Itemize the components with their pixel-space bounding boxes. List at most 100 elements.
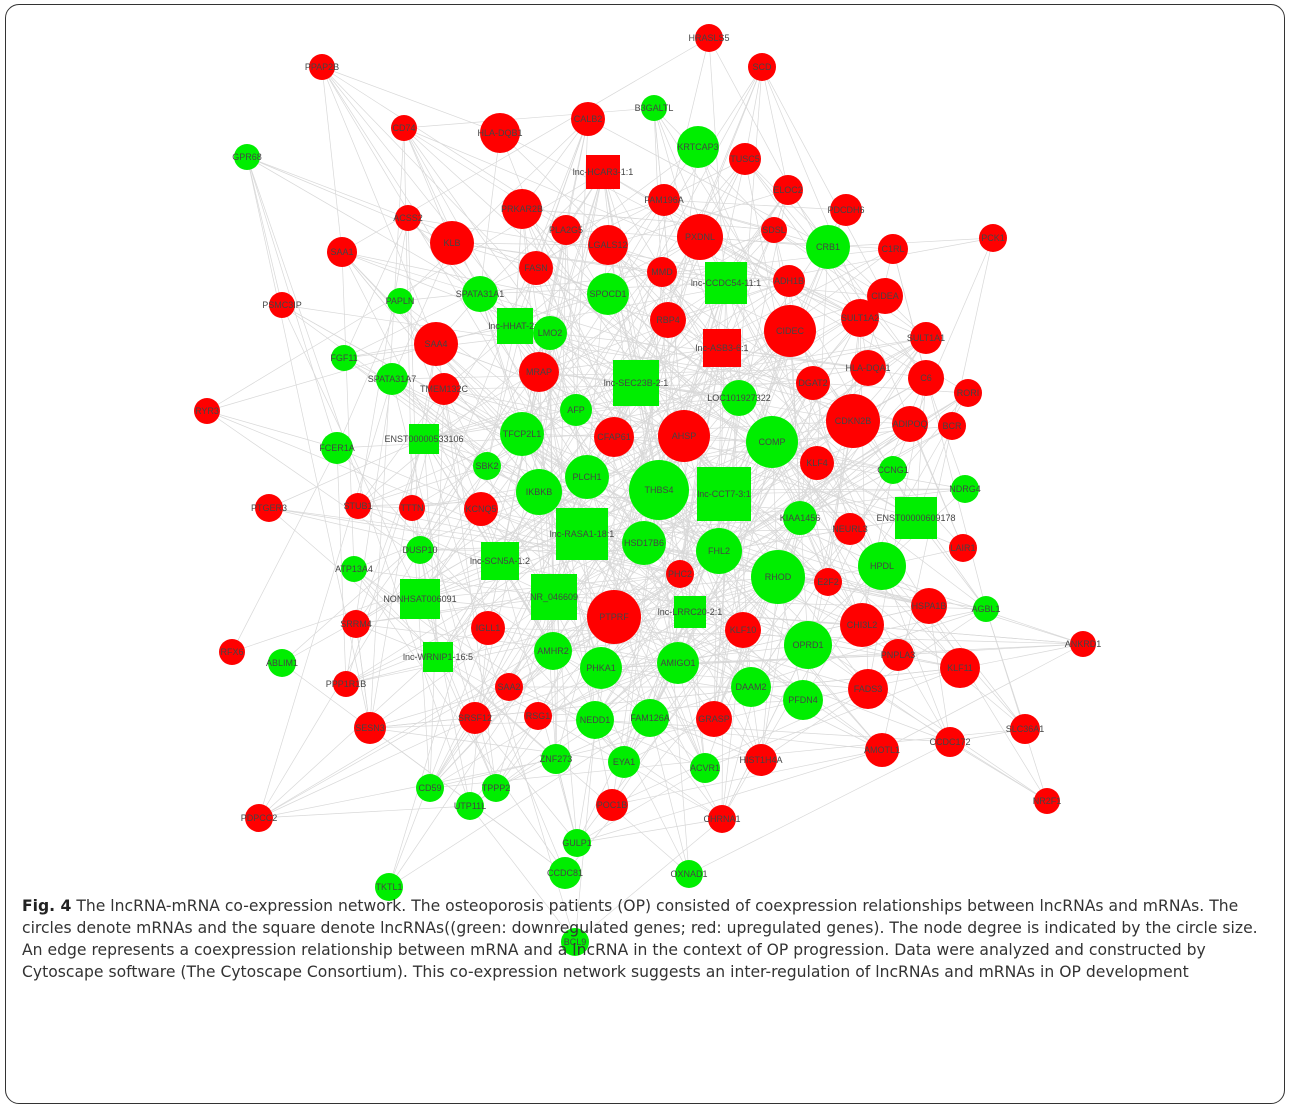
mrna-circle (462, 276, 498, 312)
node-spata31a1: SPATA31A1 (456, 276, 504, 312)
node-label: GRASP (698, 714, 730, 724)
node-label: ABLIM1 (266, 658, 298, 668)
edge (827, 237, 994, 248)
lncrna-square (697, 467, 751, 521)
mrna-circle (608, 746, 640, 778)
node-tppp2: TPPP2 (482, 774, 511, 802)
node-label: SAA2 (497, 682, 520, 692)
node-hla-dqa1: HLA-DQA1 (845, 350, 891, 386)
node-label: lnc-SEC23B-2:1 (604, 378, 669, 388)
node-enst00000533106: ENST00000533106 (384, 424, 464, 454)
node-label: KLF4 (806, 458, 828, 468)
node-label: PXDNL (685, 232, 715, 242)
node-srsf12: SRSF12 (458, 702, 492, 734)
edge (744, 158, 861, 319)
edge (435, 343, 685, 437)
node-label: PAPLN (386, 296, 415, 306)
edge (451, 242, 727, 284)
node-label: PTPRF (599, 612, 629, 622)
node-lnc-scn5a-1-2: lnc-SCN5A-1:2 (470, 542, 530, 580)
node-grasp: GRASP (696, 701, 732, 737)
node-stub1: STUB1 (343, 493, 373, 519)
node-thbs4: THBS4 (629, 460, 689, 520)
mrna-circle (580, 647, 622, 689)
edge (369, 727, 625, 763)
mrna-circle (708, 805, 736, 833)
node-pxdnl: PXDNL (677, 214, 723, 260)
node-mrap: MRAP (519, 352, 559, 392)
mrna-circle (268, 649, 296, 677)
node-ikbkb: IKBKB (516, 469, 562, 515)
node-rbp4: RBP4 (650, 302, 686, 338)
node-label: AGBL1 (971, 604, 1000, 614)
node-label: MRAP (526, 367, 552, 377)
edge (538, 371, 583, 535)
node-label: FAM196A (644, 195, 684, 205)
node-label: CCDC172 (929, 737, 970, 747)
mrna-circle (951, 475, 979, 503)
mrna-circle (587, 590, 641, 644)
node-label: ACSS2 (393, 213, 423, 223)
node-label: RSG1 (526, 711, 551, 721)
node-spata31a7: SPATA31A7 (368, 363, 416, 395)
mrna-circle (745, 744, 777, 776)
node-label: TPPP2 (482, 783, 511, 793)
edge (574, 818, 723, 943)
mrna-circle (395, 205, 421, 231)
node-label: ADIPOQ (892, 419, 927, 429)
node-daam2: DAAM2 (731, 667, 771, 707)
node-label: RHOD (765, 572, 792, 582)
edge (537, 662, 679, 717)
node-ablim1: ABLIM1 (266, 649, 298, 677)
figure-caption: Fig. 4 The lncRNA-mRNA co-expression net… (22, 895, 1272, 983)
mrna-circle (500, 412, 544, 456)
mrna-circle (387, 288, 413, 314)
node-hla-dqb1: HLA-DQB1 (477, 113, 523, 153)
node-label: lnc-LRRC20-2:1 (658, 607, 723, 617)
mrna-circle (834, 513, 866, 545)
node-nedd1: NEDD1 (576, 701, 614, 739)
mrna-circle (773, 175, 803, 205)
edge (721, 644, 809, 820)
node-ndrg4: NDRG4 (949, 475, 981, 503)
node-comp: COMP (746, 416, 798, 468)
lncrna-square (497, 308, 533, 344)
node-agbl1: AGBL1 (971, 596, 1001, 622)
node-fcer1a: FCER1A (319, 432, 355, 464)
node-label: OXNAD1 (670, 869, 707, 879)
lncrna-square (409, 424, 439, 454)
node-label: KLB (443, 238, 460, 248)
mrna-circle (731, 667, 771, 707)
node-lgals12: LGALS12 (588, 225, 628, 265)
node-fads3: FADS3 (848, 669, 888, 709)
edge (635, 248, 894, 384)
edge (635, 382, 679, 664)
mrna-circle (588, 225, 628, 265)
mrna-circle (773, 265, 805, 297)
edge (721, 347, 917, 519)
mrna-circle (677, 126, 719, 168)
edge (799, 423, 911, 519)
mrna-circle (194, 398, 220, 424)
node-sult1a2: SULT1A2 (841, 299, 879, 337)
mrna-circle (814, 568, 842, 596)
edge (699, 236, 927, 379)
node-phc2: PHC2 (666, 560, 694, 588)
node-label: PDCDH6 (827, 205, 864, 215)
node-label: E2F2 (817, 577, 839, 587)
lncrna-square (895, 497, 937, 539)
mrna-circle (482, 774, 510, 802)
lncrna-square (586, 155, 620, 189)
edge (369, 343, 437, 729)
mrna-circle (219, 639, 245, 665)
mrna-circle (234, 144, 260, 170)
node-label: lnc-SCN5A-1:2 (470, 556, 530, 566)
edge (281, 662, 566, 874)
mrna-circle (973, 596, 999, 622)
node-klb: KLB (430, 221, 474, 265)
node-rsg1: RSG1 (524, 702, 552, 730)
node-tmem132c: TMEM132C (420, 373, 469, 405)
mrna-circle (1010, 714, 1040, 744)
mrna-circle (830, 194, 862, 226)
mrna-circle (459, 702, 491, 734)
